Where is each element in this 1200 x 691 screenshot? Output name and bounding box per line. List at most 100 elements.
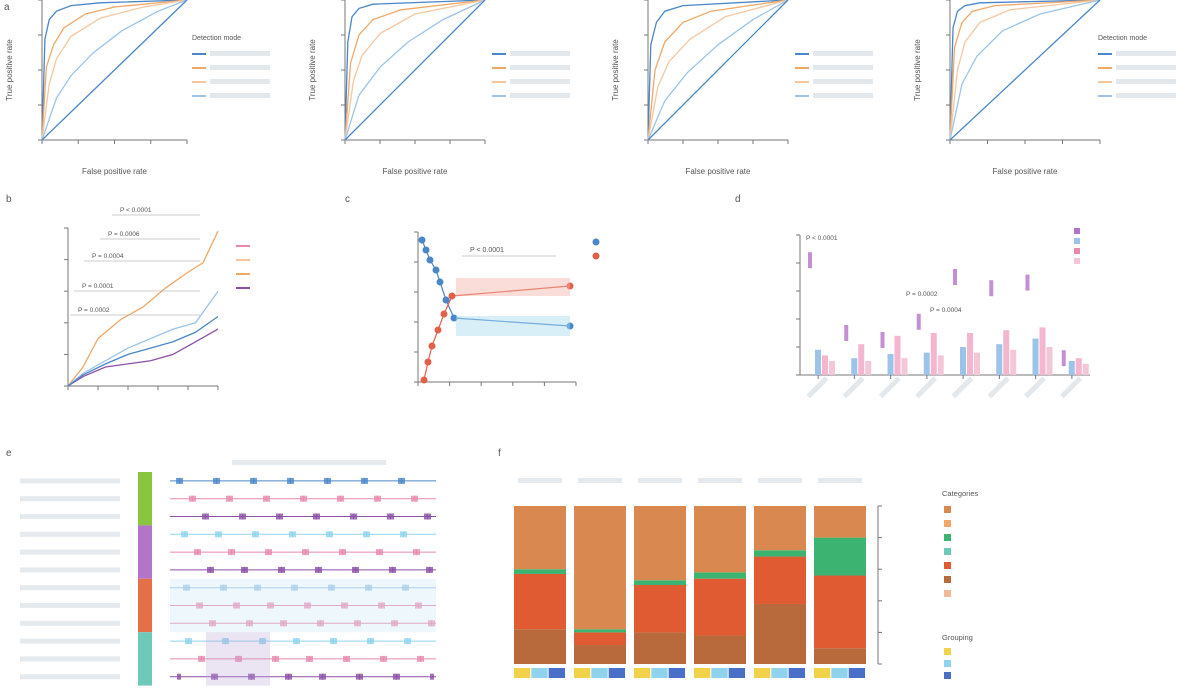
ci-band bbox=[456, 316, 570, 336]
track-mark bbox=[202, 513, 206, 520]
track-mark bbox=[318, 566, 322, 573]
legend-swatch bbox=[1074, 258, 1080, 264]
grouping-strip bbox=[548, 668, 565, 678]
track-mark bbox=[393, 673, 397, 680]
grouping-strip bbox=[771, 668, 788, 678]
grouping-strip bbox=[694, 668, 711, 678]
roc-curve-2 bbox=[949, 0, 1101, 141]
legend-swatch bbox=[944, 534, 951, 541]
category-label-placeholder bbox=[1023, 376, 1046, 399]
legend-swatch bbox=[944, 590, 951, 597]
p-value-annotation: P < 0.0001 bbox=[806, 235, 838, 242]
legend-label-placeholder bbox=[210, 51, 270, 56]
legend: Detection mode bbox=[1098, 35, 1176, 98]
track-mark bbox=[427, 513, 431, 520]
legend-label-placeholder bbox=[210, 79, 270, 84]
panel-letter-e: e bbox=[6, 448, 12, 459]
track-mark bbox=[294, 584, 298, 591]
track-mark bbox=[229, 495, 233, 502]
column-label-placeholder bbox=[518, 478, 562, 483]
track-mark bbox=[404, 638, 408, 645]
column-label-placeholder bbox=[818, 478, 862, 483]
legend-swatch bbox=[944, 562, 951, 569]
x-axis-label: False positive rate bbox=[993, 167, 1058, 176]
highlight-band bbox=[206, 632, 270, 686]
track-mark bbox=[416, 549, 420, 556]
panel-e: e bbox=[6, 448, 436, 686]
track-mark bbox=[381, 602, 385, 609]
track-mark bbox=[316, 513, 320, 520]
track-mark bbox=[242, 513, 246, 520]
p-value-annotation: P = 0.0004 bbox=[930, 307, 962, 314]
track-mark bbox=[209, 620, 213, 627]
point-marker bbox=[808, 252, 812, 269]
track-mark bbox=[272, 655, 276, 662]
legend-label-placeholder bbox=[813, 93, 873, 98]
track-mark bbox=[236, 602, 240, 609]
track-mark bbox=[205, 513, 209, 520]
row-label-placeholder bbox=[20, 603, 120, 608]
stacked-bar-segment bbox=[514, 573, 566, 630]
track-mark bbox=[350, 513, 354, 520]
grouping-strip bbox=[848, 668, 865, 678]
bar-mark bbox=[930, 333, 937, 375]
category-label-placeholder bbox=[806, 376, 829, 399]
track-mark bbox=[431, 620, 435, 627]
track-mark bbox=[378, 602, 382, 609]
panel-f: f Categories Grouping bbox=[498, 448, 979, 679]
track-mark bbox=[288, 673, 292, 680]
roc-curve-3 bbox=[647, 0, 789, 141]
track-mark bbox=[296, 638, 300, 645]
track-mark bbox=[366, 531, 370, 538]
track-mark bbox=[411, 495, 415, 502]
grouping-strip bbox=[651, 668, 668, 678]
row-label-placeholder bbox=[20, 674, 120, 680]
roc-panel-a3: False positive rate True positive rate bbox=[611, 0, 873, 176]
grouping-strip bbox=[531, 668, 548, 678]
track-mark bbox=[222, 638, 226, 645]
y-axis-label: True positive rate bbox=[5, 39, 14, 101]
scatter-point bbox=[424, 358, 432, 366]
stacked-bar-segment bbox=[814, 506, 866, 538]
track-mark bbox=[341, 602, 345, 609]
track-mark bbox=[339, 549, 343, 556]
track-mark bbox=[207, 566, 211, 573]
y-axis-label: True positive rate bbox=[611, 39, 620, 101]
track-mark bbox=[281, 566, 285, 573]
legend-label-placeholder bbox=[510, 65, 570, 70]
point-marker bbox=[844, 325, 849, 341]
track-mark bbox=[228, 549, 232, 556]
legend-label-placeholder bbox=[510, 93, 570, 98]
grouping-strip bbox=[591, 668, 608, 678]
track-mark bbox=[213, 477, 217, 484]
track-mark bbox=[315, 566, 319, 573]
grouping-strip bbox=[831, 668, 848, 678]
column-label-placeholder bbox=[698, 478, 742, 483]
legend-swatch bbox=[944, 648, 951, 655]
scatter-point bbox=[448, 292, 456, 300]
stacked-bar-segment bbox=[754, 506, 806, 551]
track-mark bbox=[185, 638, 189, 645]
row-group-bar bbox=[138, 632, 152, 686]
x-axis-label: False positive rate bbox=[383, 167, 448, 176]
roc-curve-4 bbox=[949, 0, 1101, 141]
track-mark bbox=[218, 531, 222, 538]
p-value-annotation: P = 0.0001 bbox=[82, 283, 114, 290]
track-mark bbox=[198, 655, 202, 662]
roc-curve-4 bbox=[344, 0, 486, 141]
track-mark bbox=[278, 566, 282, 573]
stacked-bar-segment bbox=[574, 629, 626, 633]
bar-mark bbox=[1032, 338, 1039, 375]
track-mark bbox=[220, 584, 224, 591]
track-mark bbox=[255, 531, 259, 538]
track-mark bbox=[407, 638, 411, 645]
scatter-point bbox=[436, 278, 444, 286]
track-mark bbox=[392, 566, 396, 573]
legend-title: Detection mode bbox=[192, 35, 241, 42]
track-mark bbox=[235, 655, 239, 662]
bar-mark bbox=[1046, 347, 1053, 375]
track-mark bbox=[248, 673, 252, 680]
track-mark bbox=[266, 495, 270, 502]
roc-panel-a1: False positive rate True positive rate Det… bbox=[5, 0, 270, 176]
